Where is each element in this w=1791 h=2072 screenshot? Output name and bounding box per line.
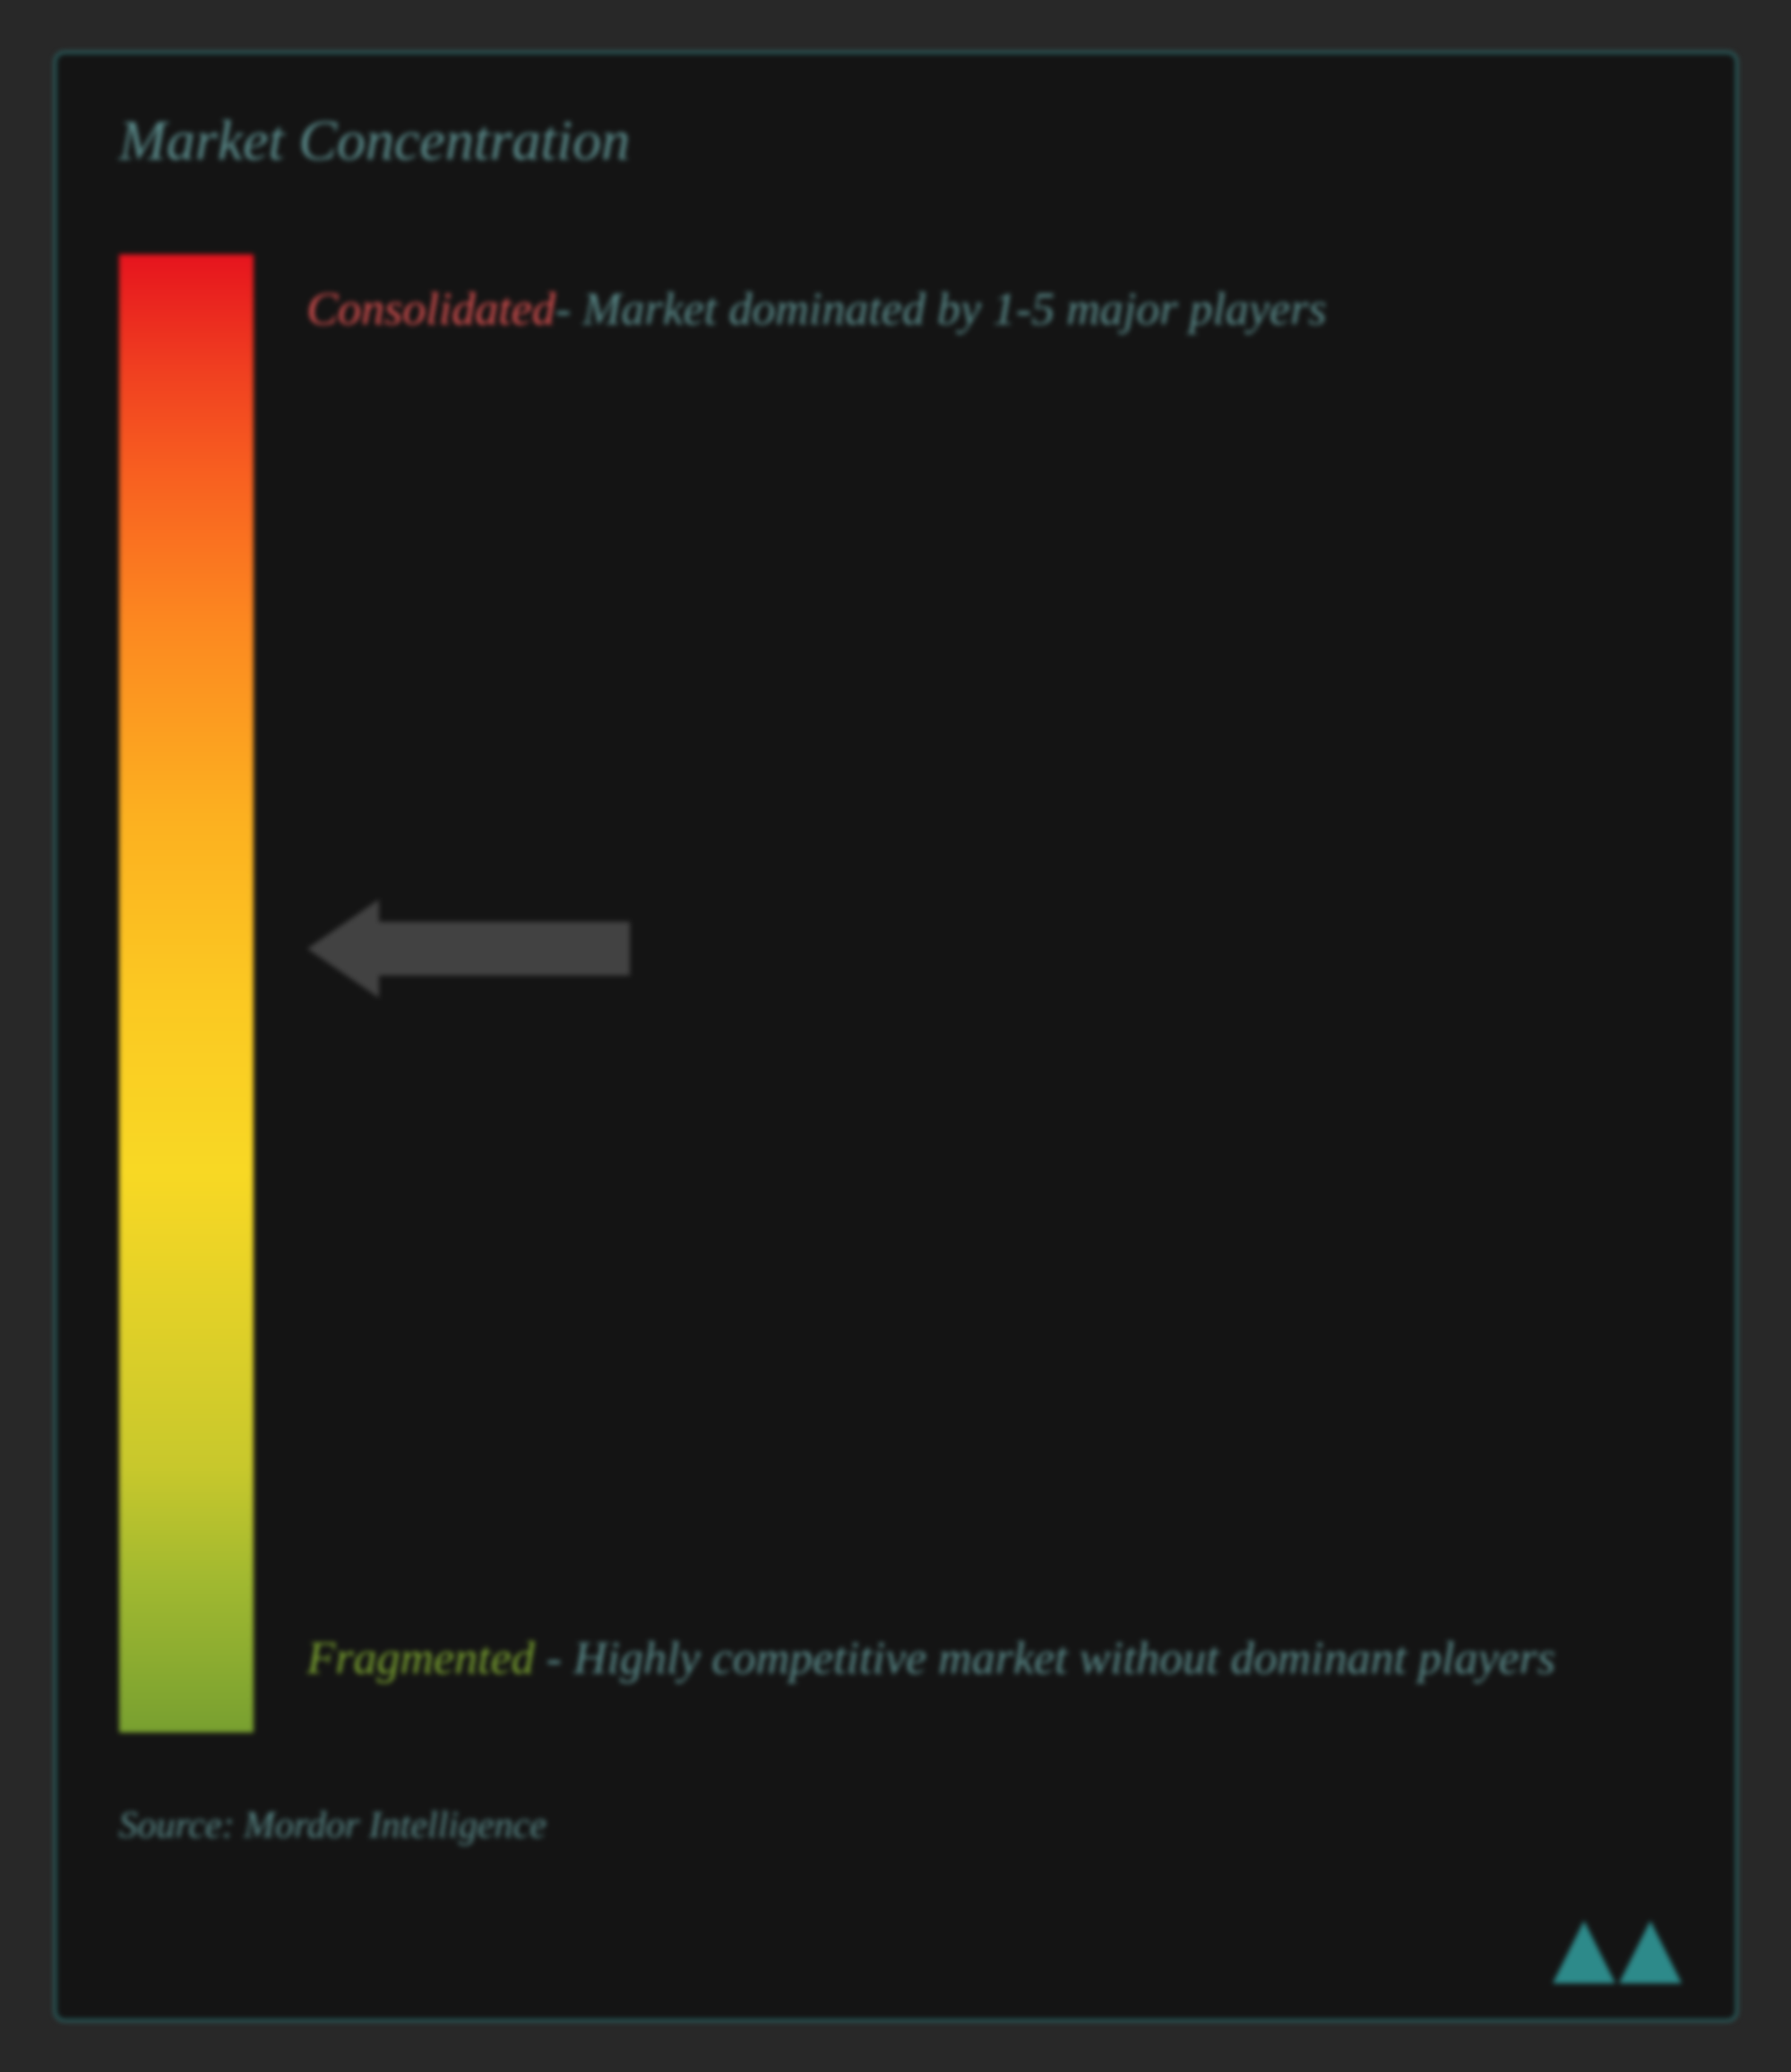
position-indicator [307, 899, 630, 998]
fragmented-highlight: Fragmented [307, 1633, 535, 1684]
logo-triangle-icon [1619, 1921, 1682, 1983]
fragmented-label: Fragmented - Highly competitive market w… [307, 1621, 1673, 1696]
source-attribution: Source: Mordor Intelligence [119, 1804, 1673, 1847]
consolidated-highlight: Consolidated [307, 284, 555, 335]
consolidated-label: Consolidated- Market dominated by 1-5 ma… [307, 272, 1673, 347]
consolidated-text: - Market dominated by 1-5 major players [555, 284, 1327, 335]
concentration-gradient-bar [119, 254, 254, 1732]
arrow-head [307, 899, 379, 998]
labels-area: Consolidated- Market dominated by 1-5 ma… [307, 254, 1673, 1732]
infographic-container: Market Concentration Consolidated- Marke… [54, 51, 1738, 2022]
chart-title: Market Concentration [119, 107, 1673, 174]
arrow-body [379, 922, 630, 976]
brand-logo [1553, 1921, 1682, 1983]
logo-triangle-icon [1553, 1921, 1615, 1983]
arrow-icon [307, 899, 630, 998]
fragmented-text: - Highly competitive market without domi… [535, 1633, 1555, 1684]
content-area: Consolidated- Market dominated by 1-5 ma… [119, 254, 1673, 1732]
